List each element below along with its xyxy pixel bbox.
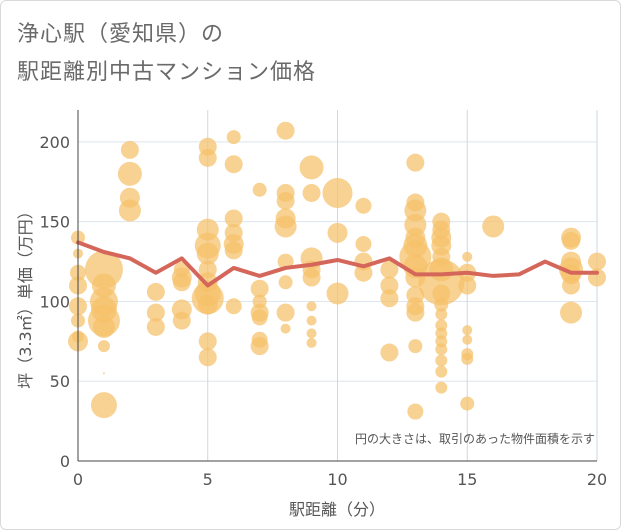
bubble-point (252, 182, 267, 197)
bubble-point (560, 301, 583, 324)
bubble-point (432, 284, 451, 303)
bubble-point (406, 153, 425, 172)
bubble-point (172, 273, 191, 292)
bubble-point (250, 337, 269, 356)
bubble-point (435, 343, 448, 356)
y-tick-label: 150 (39, 213, 70, 232)
bubble-point (90, 392, 117, 419)
bubble-point (588, 252, 606, 271)
bubble-point (326, 282, 349, 305)
bubble-point (276, 191, 295, 210)
bubble-point (354, 263, 373, 282)
axes: 0 50 100 150 200 0 5 10 15 20 (39, 110, 607, 489)
bubble-point (198, 348, 217, 367)
bubble-point (458, 276, 477, 295)
bubble-point (280, 323, 291, 334)
bubble-point (380, 343, 399, 362)
bubble-point (435, 365, 448, 378)
bubble-point (355, 197, 372, 214)
x-tick-label: 20 (587, 470, 607, 489)
bubble-point (461, 352, 474, 365)
chart-title-line2: 駅距離別中古マンション価格 (17, 60, 317, 85)
bubble-point (146, 317, 165, 336)
bubble-point (146, 282, 165, 301)
bubble-point (118, 199, 141, 222)
x-tick-label: 15 (457, 470, 477, 489)
bubble-point (322, 177, 353, 208)
bubble-point (274, 215, 297, 238)
bubble-point (380, 276, 399, 295)
average-line (76, 240, 599, 288)
bubble-point (97, 340, 110, 353)
bubble-point (408, 339, 423, 354)
bubble-point (196, 242, 219, 265)
bubble-point (562, 231, 581, 250)
bubble-point (462, 325, 473, 336)
chart-title-line1: 浄心駅（愛知県）の (17, 22, 225, 47)
bubble-point (117, 161, 142, 186)
y-tick-label: 50 (50, 372, 70, 391)
bubble-point (406, 303, 425, 322)
bubble-point (278, 275, 293, 290)
bubble-point (120, 140, 139, 159)
bubble-point (407, 403, 424, 420)
bubble-point (276, 303, 295, 322)
bubble-point (250, 279, 269, 298)
bubble-point (418, 259, 465, 306)
y-tick-label: 200 (39, 133, 70, 152)
bubble-point (198, 332, 217, 351)
x-tick-label: 5 (203, 470, 213, 489)
bubble-point (306, 315, 317, 326)
bubble-point (482, 215, 505, 238)
bubble-point (224, 209, 243, 228)
bubble-point (435, 354, 448, 367)
bubble-point (562, 276, 581, 295)
bubble-point (225, 298, 242, 315)
bubble-point (434, 297, 449, 312)
bubble-point (251, 309, 268, 326)
bubble-point (198, 148, 217, 167)
bubble-point (299, 155, 324, 180)
bubble-point (224, 155, 243, 174)
bubble-point (224, 241, 243, 260)
bubble-point (380, 289, 399, 308)
bubble-point (226, 130, 241, 145)
x-axis-label: 駅距離（分） (289, 500, 385, 519)
bubble-point (172, 311, 191, 330)
bubble-point (306, 337, 317, 348)
bubble-point (380, 260, 399, 279)
y-tick-label: 100 (39, 292, 70, 311)
bubble-point (462, 251, 473, 262)
average-line-series (76, 240, 599, 288)
bubble-point (102, 372, 105, 375)
bubble-point (355, 236, 372, 253)
y-axis-label: 坪（3.3㎡）単価（万円） (16, 203, 35, 388)
bubble-point (92, 315, 115, 338)
bubble-point (435, 381, 448, 394)
bubble-point (462, 334, 473, 345)
x-tick-label: 10 (327, 470, 347, 489)
bubble-point (460, 396, 475, 411)
bubble-point (306, 301, 317, 312)
bubble-point (197, 294, 218, 315)
bubble-point (276, 121, 295, 140)
bubble-point (306, 328, 317, 339)
bubble-point (302, 183, 321, 202)
bubble-point (302, 268, 321, 287)
bubble-point (435, 308, 448, 321)
bubble-size-note: 円の大きさは、取引のあった物件面積を示す (355, 431, 595, 446)
bubble-point (327, 222, 348, 243)
y-tick-label: 0 (60, 452, 70, 471)
bubble-point (146, 303, 165, 322)
x-tick-label: 0 (73, 470, 83, 489)
